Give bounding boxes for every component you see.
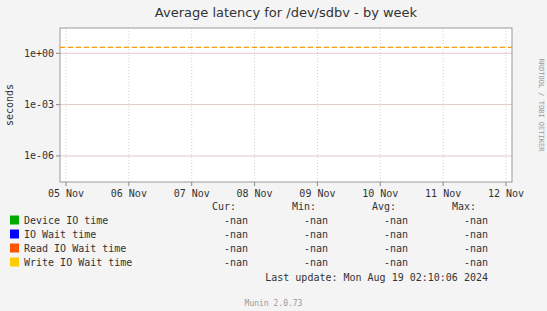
legend-value: -nan — [384, 215, 408, 226]
grid-line — [60, 155, 512, 156]
legend-header: Min: — [292, 201, 316, 212]
tick-mark — [443, 182, 444, 186]
chart: Average latency for /dev/sdbv - by week s… — [0, 0, 547, 311]
version-note: Munin 2.0.73 — [245, 299, 303, 308]
grid-line — [191, 28, 192, 182]
legend-header: Cur: — [212, 201, 236, 212]
grid-line — [60, 53, 512, 54]
data-layer — [60, 47, 512, 48]
legend-swatch — [10, 216, 19, 225]
tick-mark — [128, 182, 129, 186]
tick-mark — [380, 182, 381, 186]
legend-value: -nan — [224, 243, 248, 254]
y-axis-label: seconds — [4, 84, 15, 126]
title: Average latency for /dev/sdbv - by week — [155, 5, 418, 20]
tick-label: 12 Nov — [488, 188, 524, 199]
grid-line — [254, 28, 255, 182]
tick-label: 11 Nov — [425, 188, 461, 199]
tick-mark — [506, 182, 507, 186]
tick-label: 1e-06 — [24, 150, 54, 161]
legend-value: -nan — [224, 257, 248, 268]
legend-label: Write IO Wait time — [24, 257, 132, 268]
tick-mark — [56, 155, 60, 156]
legend-value: -nan — [464, 229, 488, 240]
legend-swatch — [10, 244, 19, 253]
tick-mark — [56, 104, 60, 105]
legend-value: -nan — [464, 257, 488, 268]
legend-header: Max: — [452, 201, 476, 212]
last-update: Last update: Mon Aug 19 02:10:06 2024 — [265, 272, 488, 283]
legend-value: -nan — [384, 257, 408, 268]
reference-line — [60, 47, 512, 48]
tick-label: 08 Nov — [237, 188, 273, 199]
grid-line — [60, 104, 512, 105]
tick-label: 1e+00 — [24, 48, 54, 59]
tick-label: 07 Nov — [174, 188, 210, 199]
tick-mark — [66, 182, 67, 186]
tick-mark — [254, 182, 255, 186]
legend-label: Read IO Wait time — [24, 243, 126, 254]
tick-mark — [56, 53, 60, 54]
legend-label: Device IO time — [24, 215, 108, 226]
grid-line — [380, 28, 381, 182]
tick-mark — [191, 182, 192, 186]
legend-swatch — [10, 230, 19, 239]
legend-value: -nan — [224, 215, 248, 226]
tick-label: 10 Nov — [362, 188, 398, 199]
legend-value: -nan — [224, 229, 248, 240]
legend-value: -nan — [464, 243, 488, 254]
tick-mark — [317, 182, 318, 186]
legend-swatch — [10, 258, 19, 267]
grid-line — [317, 28, 318, 182]
grid-line — [506, 28, 507, 182]
legend-value: -nan — [304, 257, 328, 268]
legend-header: Avg: — [372, 201, 396, 212]
legend-value: -nan — [304, 243, 328, 254]
plot-frame — [60, 28, 512, 182]
grid-line — [66, 28, 67, 182]
grid-line — [128, 28, 129, 182]
grid-line — [443, 28, 444, 182]
plot-area — [60, 28, 512, 182]
tick-label: 1e-03 — [24, 99, 54, 110]
legend-label: IO Wait time — [24, 229, 96, 240]
tick-label: 09 Nov — [299, 188, 335, 199]
watermark: RRDTOOL / TOBI OETIKER — [537, 59, 545, 153]
legend-value: -nan — [464, 215, 488, 226]
legend-value: -nan — [384, 229, 408, 240]
legend-value: -nan — [304, 229, 328, 240]
tick-label: 06 Nov — [111, 188, 147, 199]
tick-label: 05 Nov — [48, 188, 84, 199]
legend-value: -nan — [304, 215, 328, 226]
legend-value: -nan — [384, 243, 408, 254]
